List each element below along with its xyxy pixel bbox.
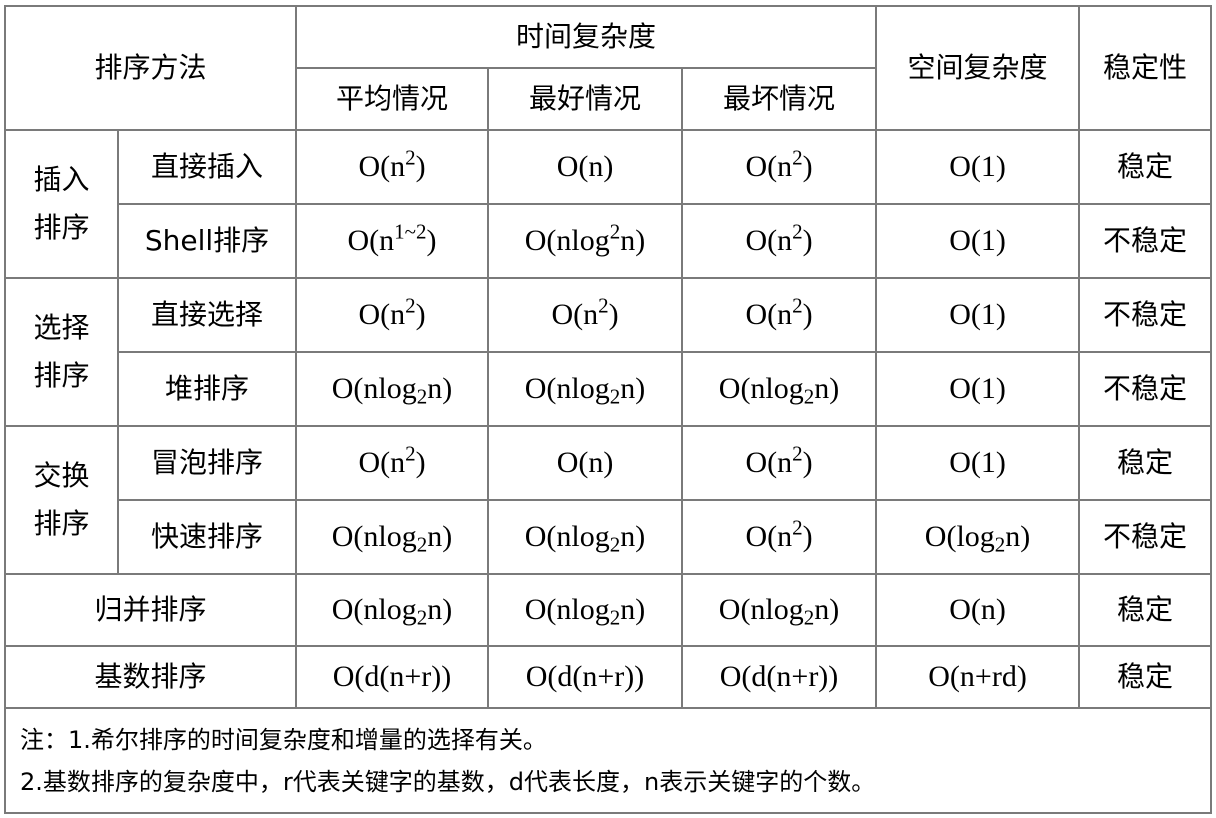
quick-best: O(nlog2n) [487, 499, 684, 575]
merge-best: O(nlog2n) [487, 573, 684, 647]
direct-selection-space: O(1) [875, 277, 1081, 353]
row-direct-selection-name: 直接选择 [116, 277, 298, 353]
quick-average: O(nlog2n) [295, 499, 490, 575]
merge-space: O(n) [875, 573, 1081, 647]
radix-worst: O(d(n+r)) [681, 645, 878, 709]
direct-selection-average: O(n2) [295, 277, 490, 353]
quick-stability: 不稳定 [1078, 499, 1213, 575]
quick-space: O(log2n) [875, 499, 1081, 575]
row-quick-name: 快速排序 [116, 499, 298, 575]
header-best: 最好情况 [487, 67, 684, 131]
direct-insertion-average: O(n2) [295, 129, 490, 205]
note-line-1: 注：1.希尔排序的时间复杂度和增量的选择有关。 [20, 725, 547, 754]
sorting-complexity-table: 排序方法 时间复杂度 空间复杂度 稳定性 平均情况 最好情况 最坏情况 插入 排序… [3, 5, 1213, 814]
row-heap-name: 堆排序 [116, 351, 298, 427]
shell-average: O(n1~2) [295, 203, 490, 279]
bubble-stability: 稳定 [1078, 425, 1213, 501]
shell-space: O(1) [875, 203, 1081, 279]
radix-stability: 稳定 [1078, 645, 1213, 709]
direct-selection-best: O(n2) [487, 277, 684, 353]
bubble-average: O(n2) [295, 425, 490, 501]
group-insertion-label: 插入 排序 [33, 163, 90, 244]
row-shell-name: Shell排序 [116, 203, 298, 279]
merge-stability: 稳定 [1078, 573, 1213, 647]
header-space-complexity: 空间复杂度 [875, 5, 1081, 131]
merge-worst: O(nlog2n) [681, 573, 878, 647]
group-insertion: 插入 排序 [4, 129, 119, 279]
bubble-space: O(1) [875, 425, 1081, 501]
bubble-best: O(n) [487, 425, 684, 501]
group-exchange: 交换 排序 [4, 425, 119, 575]
radix-best: O(d(n+r)) [487, 645, 684, 709]
radix-average: O(d(n+r)) [295, 645, 490, 709]
merge-average: O(nlog2n) [295, 573, 490, 647]
direct-selection-stability: 不稳定 [1078, 277, 1213, 353]
notes-cell: 注：1.希尔排序的时间复杂度和增量的选择有关。 2.基数排序的复杂度中，r代表关… [3, 707, 1213, 814]
shell-stability: 不稳定 [1078, 203, 1213, 279]
header-time-complexity: 时间复杂度 [295, 5, 878, 69]
group-selection: 选择 排序 [4, 277, 119, 427]
direct-insertion-worst: O(n2) [681, 129, 878, 205]
row-merge-name: 归并排序 [3, 573, 298, 647]
heap-stability: 不稳定 [1078, 351, 1213, 427]
direct-selection-worst: O(n2) [681, 277, 878, 353]
quick-worst: O(n2) [681, 499, 878, 575]
direct-insertion-space: O(1) [875, 129, 1081, 205]
header-stability: 稳定性 [1078, 5, 1213, 131]
note-line-2: 2.基数排序的复杂度中，r代表关键字的基数，d代表长度，n表示关键字的个数。 [20, 767, 876, 796]
header-worst: 最坏情况 [681, 67, 878, 131]
header-method: 排序方法 [3, 5, 298, 131]
row-direct-insertion-name: 直接插入 [116, 129, 298, 205]
bubble-worst: O(n2) [681, 425, 878, 501]
heap-worst: O(nlog2n) [681, 351, 878, 427]
shell-best: O(nlog2n) [487, 203, 684, 279]
direct-insertion-stability: 稳定 [1078, 129, 1213, 205]
radix-space: O(n+rd) [875, 645, 1081, 709]
shell-worst: O(n2) [681, 203, 878, 279]
row-radix-name: 基数排序 [3, 645, 298, 709]
heap-best: O(nlog2n) [487, 351, 684, 427]
group-selection-label: 选择 排序 [33, 311, 90, 392]
row-bubble-name: 冒泡排序 [116, 425, 298, 501]
heap-average: O(nlog2n) [295, 351, 490, 427]
direct-insertion-best: O(n) [487, 129, 684, 205]
group-exchange-label: 交换 排序 [33, 459, 90, 540]
header-average: 平均情况 [295, 67, 490, 131]
heap-space: O(1) [875, 351, 1081, 427]
